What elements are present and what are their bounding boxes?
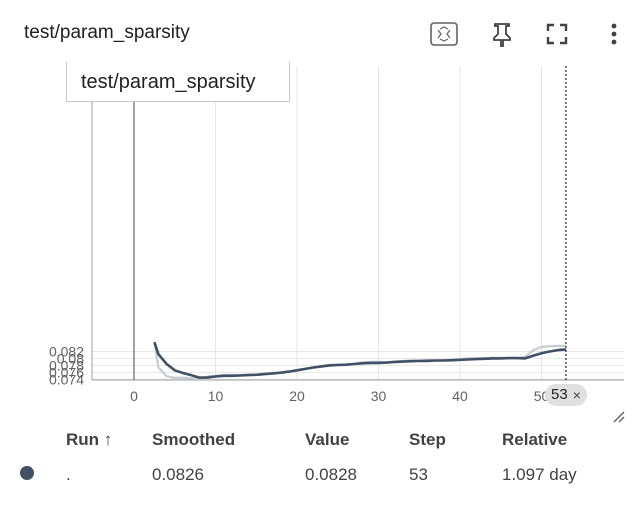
x-tick-label-1: 10: [208, 388, 224, 404]
header-relative[interactable]: Relative: [502, 430, 568, 449]
run-color-dot: [20, 466, 34, 480]
smoothed-series-line: [153, 341, 567, 379]
step-chip[interactable]: 53 ×: [545, 384, 587, 406]
y-tick-label-1: 0.076: [49, 364, 84, 380]
y-tick-label-4: 0.082: [49, 343, 84, 359]
y-tick-label-3: 0.08: [57, 350, 84, 366]
step-value: 53: [409, 465, 428, 484]
table-row: . 0.0826 0.0828 53 1.097 day: [20, 458, 577, 492]
step-chip-value: 53: [551, 386, 568, 403]
header-run[interactable]: Run ↑: [66, 430, 113, 449]
x-tick-label-3: 30: [371, 388, 387, 404]
fullscreen-button[interactable]: [541, 18, 573, 50]
x-tick-label-4: 40: [452, 388, 468, 404]
relative-value: 1.097 day: [502, 465, 577, 484]
y-tick-label-0: 0.074: [49, 371, 84, 387]
header-value[interactable]: Value: [305, 430, 350, 449]
chart-tooltip: test/param_sparsity: [66, 62, 290, 102]
smoothed-value: 0.0826: [152, 465, 204, 484]
pin-button[interactable]: [486, 18, 518, 50]
pin-icon: [493, 23, 511, 47]
fit-domain-button[interactable]: [428, 18, 460, 50]
y-tick-label-2: 0.078: [49, 357, 84, 373]
fit-domain-icon: [430, 22, 458, 46]
more-options-button[interactable]: [598, 18, 630, 50]
x-tick-label-0: 0: [130, 388, 138, 404]
header-smoothed[interactable]: Smoothed: [152, 430, 236, 449]
raw-series-line: [153, 341, 566, 380]
header-step[interactable]: Step: [409, 430, 446, 449]
resize-handle-icon[interactable]: [612, 410, 626, 424]
table-header-row: Run ↑ Smoothed Value Step Relative: [20, 422, 577, 458]
close-icon[interactable]: ×: [572, 387, 581, 403]
more-vert-icon: [611, 23, 617, 45]
x-tick-label-2: 20: [289, 388, 305, 404]
raw-value: 0.0828: [305, 465, 357, 484]
data-table: Run ↑ Smoothed Value Step Relative . 0.0…: [20, 422, 577, 492]
fullscreen-icon: [546, 23, 568, 45]
card-title: test/param_sparsity: [24, 22, 190, 43]
run-name: .: [66, 465, 71, 484]
